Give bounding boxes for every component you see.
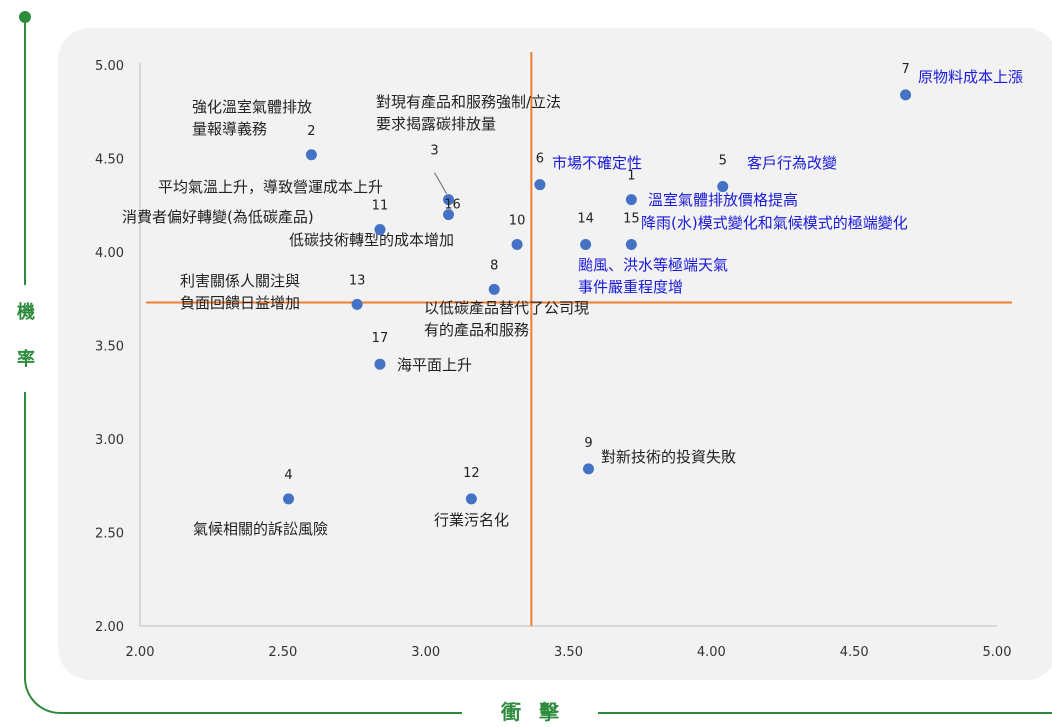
y-tick-label: 2.00 xyxy=(95,620,124,635)
x-tick-label: 2.50 xyxy=(268,645,297,660)
y-tick-label: 4.50 xyxy=(95,153,124,168)
point-number-17: 17 xyxy=(372,331,389,346)
point-number-6: 6 xyxy=(536,152,544,167)
data-point-4 xyxy=(283,493,295,505)
y-tick-label: 3.50 xyxy=(95,340,124,355)
point-number-16: 16 xyxy=(444,198,461,213)
point-label-15: 降雨(水)模式變化和氣候模式的極端變化 xyxy=(641,214,908,232)
point-number-4: 4 xyxy=(284,468,292,483)
frame-left-line-bottom xyxy=(24,392,26,674)
point-number-15: 15 xyxy=(623,212,640,227)
data-point-6 xyxy=(534,179,546,191)
point-label-9: 對新技術的投資失敗 xyxy=(601,448,736,466)
x-tick-label: 3.00 xyxy=(411,645,440,660)
point-label-3-line-2: 要求揭露碳排放量 xyxy=(376,115,496,133)
point-label-17: 海平面上升 xyxy=(397,356,472,374)
x-tick-label: 2.00 xyxy=(126,645,155,660)
data-point-11 xyxy=(374,224,386,236)
point-label-5: 客戶行為改變 xyxy=(747,154,837,172)
point-label-4: 氣候相關的訴訟風險 xyxy=(193,520,328,538)
y-axis-title-char-1: 機 xyxy=(8,298,44,324)
x-tick-label: 5.00 xyxy=(983,645,1012,660)
point-label-12: 行業污名化 xyxy=(434,511,509,529)
data-point-15 xyxy=(625,239,637,251)
data-point-12 xyxy=(465,493,477,505)
point-number-5: 5 xyxy=(719,154,727,169)
point-label-14-line-1: 颱風、洪水等極端天氣 xyxy=(578,256,728,274)
data-point-7 xyxy=(900,89,912,101)
data-point-14 xyxy=(580,239,592,251)
point-label-14-line-2: 事件嚴重程度增 xyxy=(578,278,683,296)
point-number-2: 2 xyxy=(307,124,315,139)
y-tick-label: 3.00 xyxy=(95,433,124,448)
y-axis-title-char-2: 率 xyxy=(8,345,44,371)
point-number-7: 7 xyxy=(901,62,909,77)
data-point-1 xyxy=(625,194,637,206)
point-label-2-line-2: 量報導義務 xyxy=(192,120,267,138)
point-label-7: 原物料成本上漲 xyxy=(918,68,1023,86)
x-tick-label: 4.00 xyxy=(697,645,726,660)
y-tick-label: 5.00 xyxy=(95,59,124,74)
point-label-8-line-1: 以低碳產品替代了公司現 xyxy=(424,299,589,317)
data-point-17 xyxy=(374,358,386,370)
point-number-11: 11 xyxy=(372,199,389,214)
y-tick-label: 2.50 xyxy=(95,527,124,542)
point-number-9: 9 xyxy=(584,436,592,451)
data-point-5 xyxy=(717,181,729,193)
point-label-16: 平均氣溫上升，導致營運成本上升 xyxy=(158,178,383,196)
data-point-2 xyxy=(305,149,317,161)
data-point-8 xyxy=(488,283,500,295)
point-number-1: 1 xyxy=(627,169,635,184)
point-3-leader-line xyxy=(434,172,447,194)
frame-left-line-top xyxy=(24,17,26,285)
point-label-1: 溫室氣體排放價格提高 xyxy=(648,191,798,209)
point-label-13-line-1: 利害關係人關注與 xyxy=(180,272,300,290)
point-label-13-line-2: 負面回饋日益增加 xyxy=(180,294,300,312)
frame-bottom-line-left xyxy=(62,712,462,714)
point-label-11: 消費者偏好轉變(為低碳產品) xyxy=(122,208,314,226)
data-point-16 xyxy=(443,209,455,221)
point-label-10: 低碳技術轉型的成本增加 xyxy=(289,231,454,249)
point-number-12: 12 xyxy=(463,466,480,481)
point-label-6: 市場不確定性 xyxy=(552,154,642,172)
point-label-8-line-2: 有的產品和服務 xyxy=(424,321,529,339)
point-label-3-line-1: 對現有產品和服務強制/立法 xyxy=(376,93,561,111)
chart-panel xyxy=(58,28,1052,680)
x-axis-title: 衝擊 xyxy=(468,697,592,727)
point-number-10: 10 xyxy=(509,214,526,229)
data-point-3 xyxy=(443,194,455,206)
data-point-10 xyxy=(511,239,523,251)
x-tick-label: 3.50 xyxy=(554,645,583,660)
data-point-9 xyxy=(582,463,594,475)
point-number-14: 14 xyxy=(577,212,594,227)
frame-bottom-line-right xyxy=(598,712,1052,714)
point-number-13: 13 xyxy=(349,273,366,288)
point-label-2-line-1: 強化溫室氣體排放 xyxy=(192,98,312,116)
point-number-3: 3 xyxy=(430,144,438,159)
x-tick-label: 4.50 xyxy=(840,645,869,660)
point-number-8: 8 xyxy=(490,258,498,273)
y-tick-label: 4.00 xyxy=(95,246,124,261)
data-point-13 xyxy=(351,298,363,310)
